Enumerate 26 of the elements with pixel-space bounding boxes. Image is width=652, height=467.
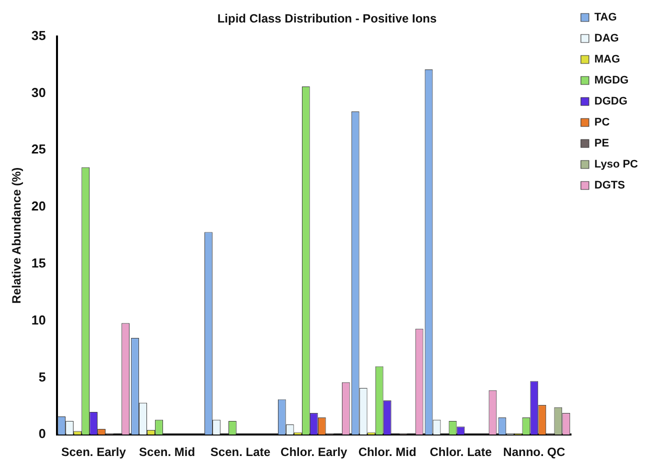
y-tick-label: 10 [31, 312, 46, 328]
chart-title: Lipid Class Distribution - Positive Ions [217, 12, 438, 26]
y-tick-label: 25 [31, 142, 46, 157]
legend-label: PC [594, 116, 610, 129]
y-tick-label: 20 [31, 198, 46, 214]
legend-label: MGDG [594, 74, 629, 87]
x-tick-label: Chlor. Late [430, 445, 492, 460]
y-tick-label: 35 [31, 28, 46, 43]
legend-label: MAG [594, 54, 620, 66]
legend-label: DGTS [594, 180, 625, 192]
x-tick-label: Scen. Mid [139, 445, 196, 460]
x-tick-label: Scen. Late [210, 445, 271, 460]
x-tick-label: Chlor. Early [280, 445, 348, 460]
x-tick-label: Chlor. Mid [358, 445, 416, 460]
y-tick-label: 0 [38, 426, 46, 442]
legend-label: PE [594, 138, 610, 150]
legend-label: Lyso PC [594, 158, 638, 171]
y-axis-title: Relative Abundance (%) [10, 167, 24, 304]
x-tick-label: Scen. Early [61, 445, 126, 460]
legend-label: TAG [594, 12, 617, 24]
y-tick-label: 30 [31, 84, 46, 100]
y-tick-label: 5 [38, 369, 46, 384]
x-tick-label: Nanno. QC [503, 445, 566, 460]
legend-label: DGDG [594, 96, 628, 108]
legend-label: DAG [594, 32, 619, 45]
y-tick-label: 15 [31, 256, 46, 271]
